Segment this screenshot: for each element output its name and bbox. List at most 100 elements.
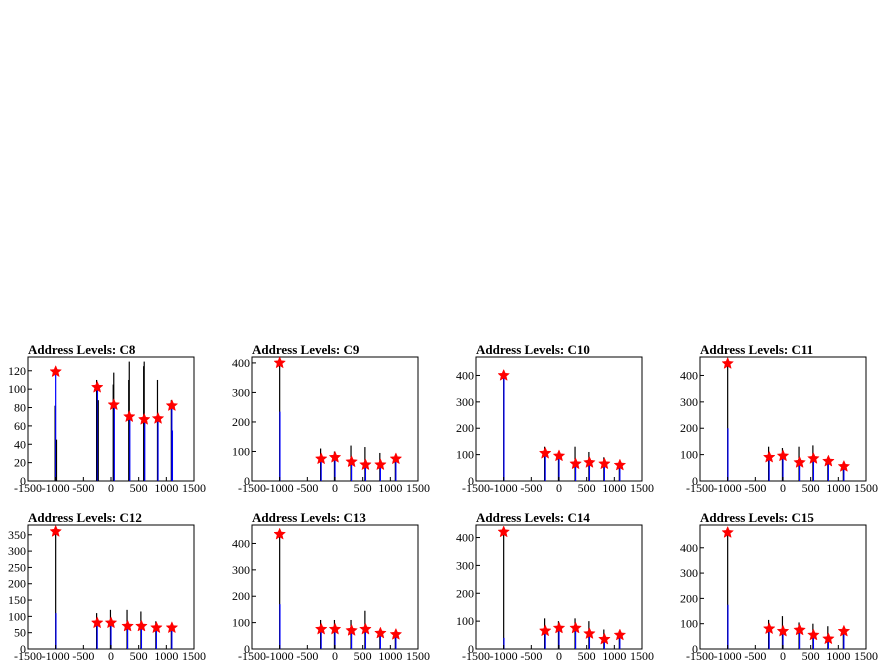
y-tick-label: 200	[680, 421, 698, 435]
x-tick-label: 1000	[602, 481, 626, 495]
peak-marker	[165, 621, 179, 634]
x-tick-label: 1500	[630, 481, 654, 495]
y-tick-label: 100	[8, 609, 26, 623]
peak-marker	[552, 621, 566, 634]
peak-marker	[583, 627, 596, 640]
chart-panel: Address Levels: C15 -1500 -1000 -500 0 500 100…	[680, 510, 878, 663]
y-tick-label: 150	[8, 593, 26, 607]
y-tick-label: 300	[8, 544, 26, 558]
x-tick-label: -1500	[686, 481, 714, 495]
x-tick-label: 1500	[182, 649, 206, 663]
x-tick-label: 0	[108, 481, 114, 495]
peak-marker	[122, 410, 136, 423]
peak-marker	[569, 621, 582, 634]
x-tick-label: -1000	[714, 481, 742, 495]
x-tick-label: 1500	[182, 481, 206, 495]
y-tick-label: 120	[8, 364, 26, 378]
y-tick-label: 0	[468, 474, 474, 488]
peak-marker	[359, 622, 372, 635]
x-tick-label: -1000	[42, 481, 70, 495]
x-tick-label: 1500	[854, 481, 878, 495]
x-tick-label: 0	[556, 481, 562, 495]
y-tick-label: 0	[468, 642, 474, 656]
x-tick-label: 1000	[154, 649, 178, 663]
peak-marker	[807, 628, 820, 641]
peak-marker	[389, 627, 403, 640]
peak-marker	[837, 624, 851, 637]
y-tick-label: 300	[680, 566, 698, 580]
peak-marker	[598, 632, 611, 645]
chart-title: Address Levels: C13	[252, 510, 366, 525]
y-tick-label: 100	[456, 614, 474, 628]
x-tick-label: 1500	[406, 481, 430, 495]
x-tick-label: 1500	[630, 649, 654, 663]
y-tick-label: 300	[232, 563, 250, 577]
y-tick-label: 200	[232, 415, 250, 429]
y-tick-label: 400	[232, 356, 250, 370]
chart-panel: Address Levels: C10 -1500 -1000 -500 0 500 100…	[456, 342, 654, 495]
x-tick-label: 1500	[854, 649, 878, 663]
chart-panel: Address Levels: C11 -1500 -1000 -500 0 500 100…	[680, 342, 878, 495]
y-tick-label: 50	[14, 626, 26, 640]
x-tick-label: 500	[130, 649, 148, 663]
peak-marker	[497, 525, 511, 538]
y-tick-label: 300	[456, 558, 474, 572]
peak-marker	[374, 458, 387, 471]
peak-marker	[137, 412, 151, 425]
x-tick-label: -500	[520, 649, 542, 663]
peak-marker	[359, 458, 372, 471]
peak-marker	[374, 626, 387, 639]
y-tick-label: 200	[8, 577, 26, 591]
y-tick-label: 300	[232, 385, 250, 399]
peak-marker	[345, 623, 358, 636]
peak-marker	[273, 527, 287, 540]
y-tick-label: 100	[680, 617, 698, 631]
peak-marker	[107, 398, 121, 411]
x-tick-label: -1000	[714, 649, 742, 663]
x-tick-label: 1000	[378, 481, 402, 495]
peak-marker	[721, 356, 735, 369]
peak-marker	[837, 459, 851, 472]
peak-marker	[793, 455, 806, 468]
x-tick-label: -1500	[238, 649, 266, 663]
x-tick-label: 500	[802, 649, 820, 663]
y-tick-label: 400	[456, 368, 474, 382]
peak-marker	[151, 411, 165, 424]
peak-marker	[314, 452, 328, 465]
y-tick-label: 250	[8, 560, 26, 574]
y-tick-label: 0	[20, 642, 26, 656]
y-tick-label: 400	[232, 536, 250, 550]
y-tick-label: 400	[680, 368, 698, 382]
x-tick-label: 500	[354, 649, 372, 663]
x-tick-label: -1500	[686, 649, 714, 663]
x-tick-label: 500	[578, 649, 596, 663]
peak-marker	[538, 624, 552, 637]
peak-marker	[793, 623, 806, 636]
peak-marker	[165, 399, 179, 412]
y-tick-label: 0	[244, 642, 250, 656]
x-tick-label: 0	[780, 649, 786, 663]
x-tick-label: 0	[332, 481, 338, 495]
peak-marker	[776, 449, 790, 462]
y-tick-label: 300	[680, 395, 698, 409]
x-tick-label: 0	[780, 481, 786, 495]
peak-marker	[49, 365, 63, 378]
y-tick-label: 100	[232, 616, 250, 630]
x-tick-label: -1500	[14, 649, 42, 663]
y-tick-label: 300	[456, 395, 474, 409]
x-tick-label: 500	[354, 481, 372, 495]
x-tick-label: 500	[130, 481, 148, 495]
x-tick-label: -1500	[238, 481, 266, 495]
x-tick-label: -500	[744, 649, 766, 663]
chart-panel: Address Levels: C8-1500 -1000 -500 0 500 1000…	[8, 342, 206, 495]
chart-title: Address Levels: C14	[476, 510, 590, 525]
peak-marker	[497, 368, 511, 381]
y-tick-label: 0	[692, 642, 698, 656]
y-tick-label: 100	[680, 448, 698, 462]
x-tick-label: 0	[108, 649, 114, 663]
chart-panel: Address Levels: C13 -1500 -1000 -500 0 500 100…	[232, 510, 430, 663]
x-tick-label: 0	[556, 649, 562, 663]
x-tick-label: -1000	[266, 649, 294, 663]
x-tick-label: -500	[72, 649, 94, 663]
